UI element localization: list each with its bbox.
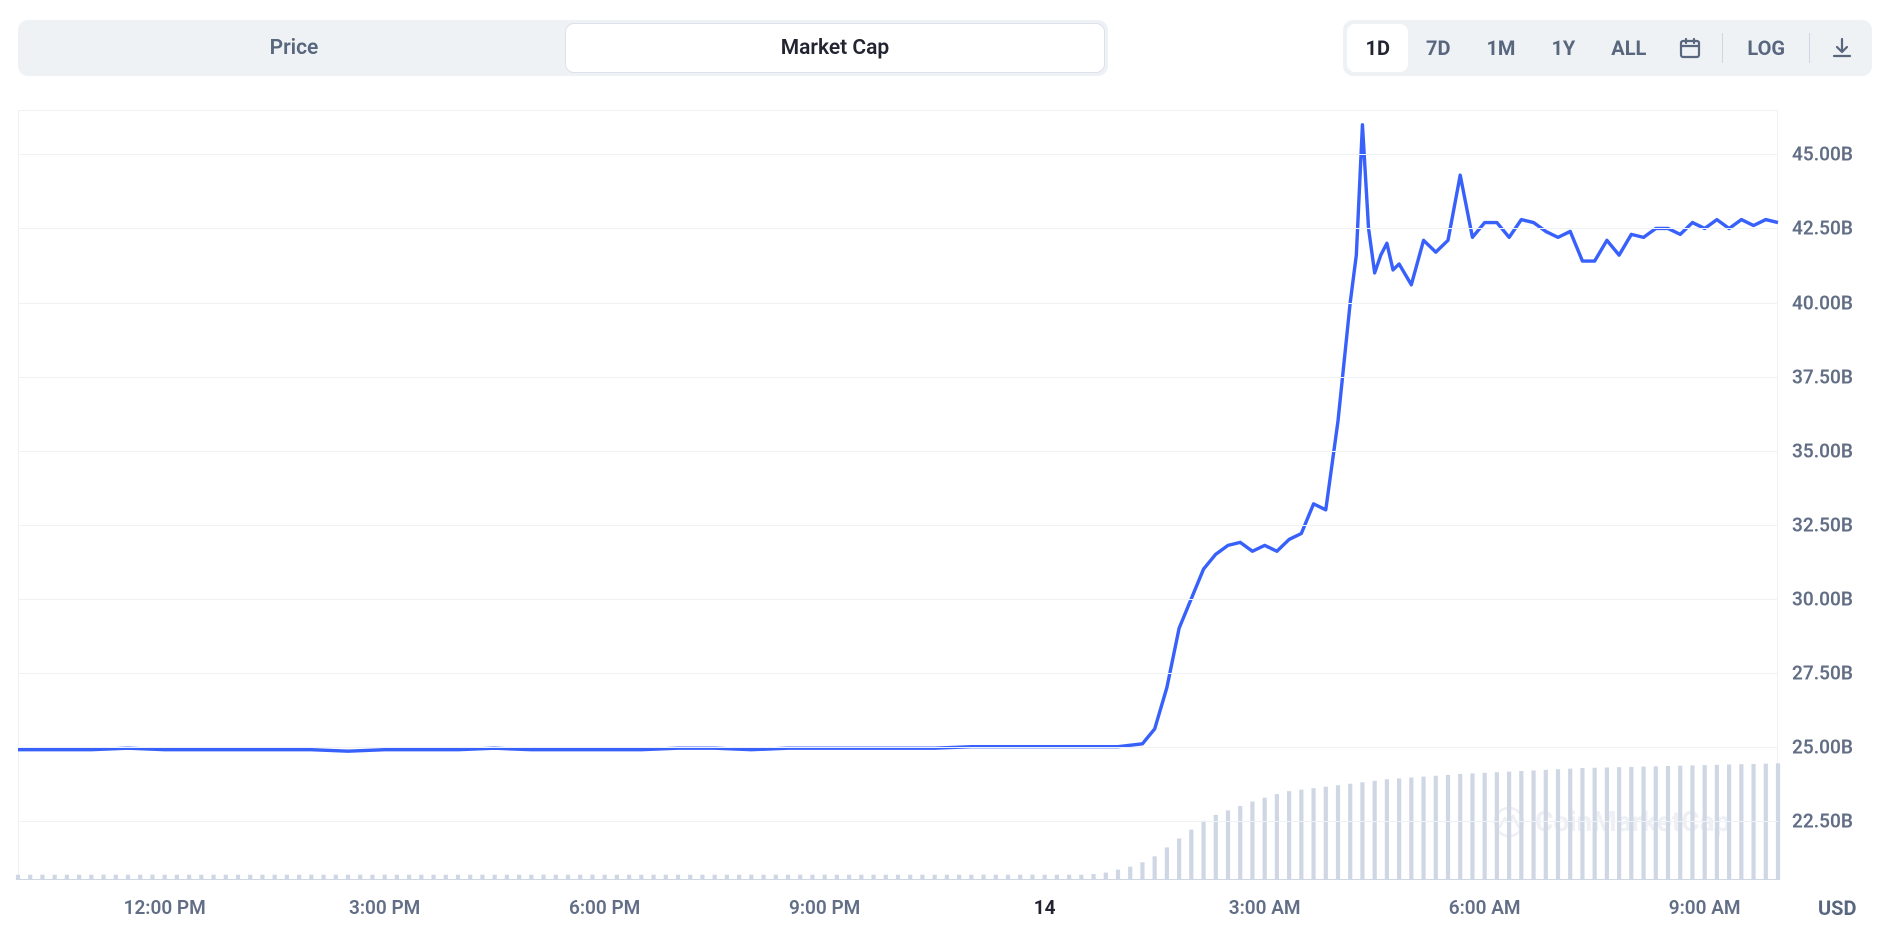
range-1m[interactable]: 1M: [1468, 24, 1533, 72]
range-toolbar: 1D 7D 1M 1Y ALL LOG: [1343, 20, 1872, 76]
download-icon: [1830, 36, 1854, 60]
y-axis-tick-label: 25.00B: [1792, 735, 1853, 758]
view-toggle-marketcap[interactable]: Market Cap: [566, 24, 1104, 72]
y-axis-tick-label: 27.50B: [1792, 661, 1853, 684]
range-all[interactable]: ALL: [1593, 24, 1664, 72]
range-7d[interactable]: 7D: [1408, 24, 1468, 72]
chart-svg: [18, 110, 1778, 880]
chart-area[interactable]: USD CoinMarketCap 22.50B25.00B27.50B30.0…: [18, 110, 1872, 930]
currency-label: USD: [1818, 896, 1857, 920]
chart-widget: Price Market Cap 1D 7D 1M 1Y ALL LOG: [0, 0, 1890, 938]
volume-bars: [16, 763, 1780, 880]
y-axis-tick-label: 40.00B: [1792, 291, 1853, 314]
calendar-button[interactable]: [1664, 24, 1716, 72]
download-button[interactable]: [1816, 24, 1868, 72]
x-axis-tick-label: 9:00 AM: [1669, 896, 1741, 919]
toolbar-separator: [1722, 33, 1723, 63]
range-1y[interactable]: 1Y: [1533, 24, 1593, 72]
y-axis-tick-label: 30.00B: [1792, 587, 1853, 610]
x-axis-tick-label: 3:00 PM: [349, 896, 420, 919]
x-axis-tick-label: 12:00 PM: [124, 896, 206, 919]
x-axis-tick-label: 3:00 AM: [1229, 896, 1301, 919]
view-toggle-price[interactable]: Price: [22, 24, 566, 72]
toolbar-separator: [1809, 33, 1810, 63]
log-scale-toggle[interactable]: LOG: [1729, 24, 1803, 72]
x-axis-tick-label: 14: [1034, 896, 1056, 919]
y-axis-tick-label: 32.50B: [1792, 513, 1853, 536]
y-axis-tick-label: 22.50B: [1792, 809, 1853, 832]
range-1d[interactable]: 1D: [1347, 24, 1407, 72]
y-axis-tick-label: 45.00B: [1792, 143, 1853, 166]
y-axis-tick-label: 37.50B: [1792, 365, 1853, 388]
y-axis-tick-label: 35.00B: [1792, 439, 1853, 462]
x-axis-tick-label: 9:00 PM: [789, 896, 860, 919]
toolbar: Price Market Cap 1D 7D 1M 1Y ALL LOG: [18, 20, 1872, 76]
calendar-icon: [1678, 36, 1702, 60]
price-line: [18, 125, 1778, 751]
x-axis-tick-label: 6:00 AM: [1449, 896, 1521, 919]
x-axis-tick-label: 6:00 PM: [569, 896, 640, 919]
y-axis-tick-label: 42.50B: [1792, 217, 1853, 240]
view-toggle: Price Market Cap: [18, 20, 1108, 76]
